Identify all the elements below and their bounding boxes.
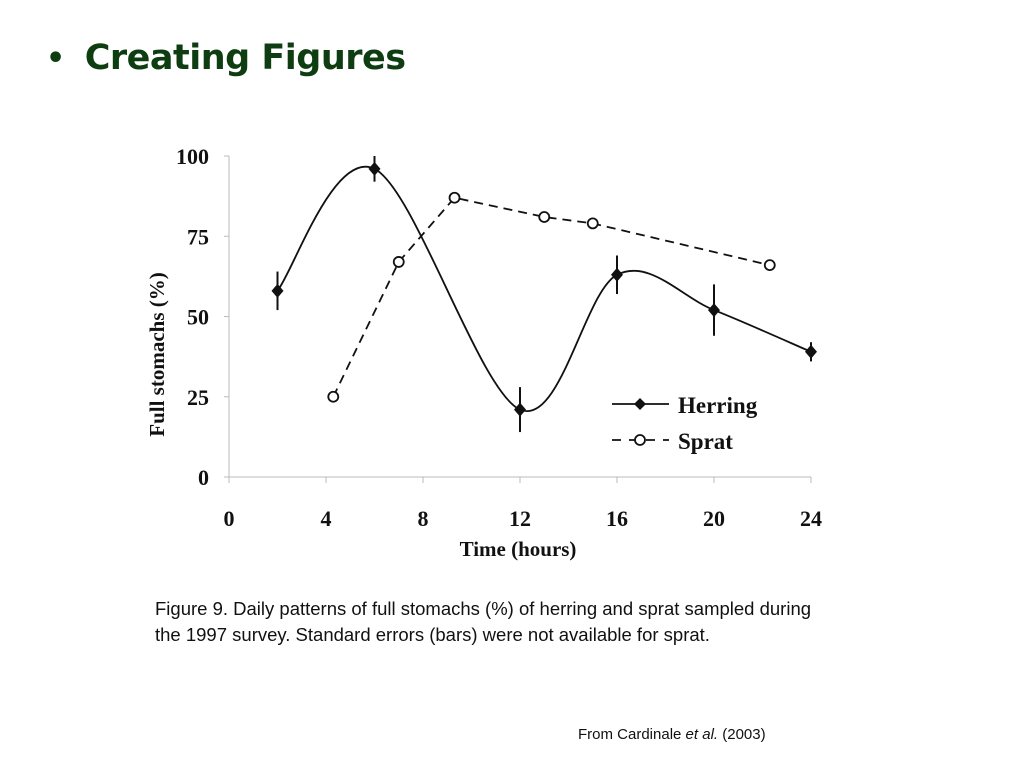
legend-circle-icon [634, 434, 646, 446]
circle-marker-icon [538, 211, 551, 223]
figure-caption: Figure 9. Daily patterns of full stomach… [155, 598, 812, 645]
legend-sprat-label: Sprat [678, 429, 733, 454]
diamond-marker-icon [368, 161, 381, 176]
source-italic: et al. [685, 726, 719, 743]
diamond-marker-icon [271, 283, 284, 298]
herring-line [276, 165, 812, 413]
x-tick-label: 8 [418, 506, 429, 531]
sprat-line [332, 196, 770, 398]
diamond-marker-icon [611, 267, 623, 282]
x-axis-title: Time (hours) [460, 537, 577, 561]
x-tick-label: 20 [703, 506, 725, 531]
source-suffix: (2003) [718, 726, 766, 743]
diamond-marker-icon [514, 402, 526, 417]
circle-marker-icon [448, 191, 461, 204]
x-tick-label: 0 [224, 506, 235, 531]
source-prefix: From Cardinale [578, 726, 686, 743]
y-tick-label: 0 [198, 465, 209, 490]
circle-marker-icon [392, 256, 405, 268]
slide-title: • Creating Figures [46, 38, 406, 78]
y-tick-label: 25 [187, 385, 209, 410]
diamond-marker-icon [708, 303, 720, 318]
y-tick-label: 50 [187, 305, 209, 330]
source-citation: From Cardinale et al. (2003) [578, 726, 766, 743]
slide-title-text: Creating Figures [84, 38, 406, 78]
circle-marker-icon [763, 259, 776, 272]
x-tick-label: 24 [800, 506, 822, 531]
circle-marker-icon [586, 217, 599, 230]
legend-herring-label: Herring [678, 393, 758, 418]
diamond-marker-icon [805, 344, 817, 359]
y-tick-label: 100 [176, 144, 209, 169]
legend-diamond-icon [634, 398, 646, 410]
x-tick-label: 12 [509, 506, 531, 531]
circle-marker-icon [327, 390, 340, 403]
chart-series [271, 156, 817, 433]
x-tick-label: 16 [606, 506, 628, 531]
y-tick-label: 75 [187, 224, 209, 249]
x-tick-label: 4 [321, 506, 332, 531]
chart-legend: Herring Sprat [612, 393, 758, 454]
bullet-icon: • [46, 40, 65, 76]
chart-axes: 0 25 50 75 100 0 4 8 12 16 20 24 Time (hours) Full st… [145, 144, 822, 561]
y-axis-title: Full stomachs (%) [145, 272, 169, 437]
